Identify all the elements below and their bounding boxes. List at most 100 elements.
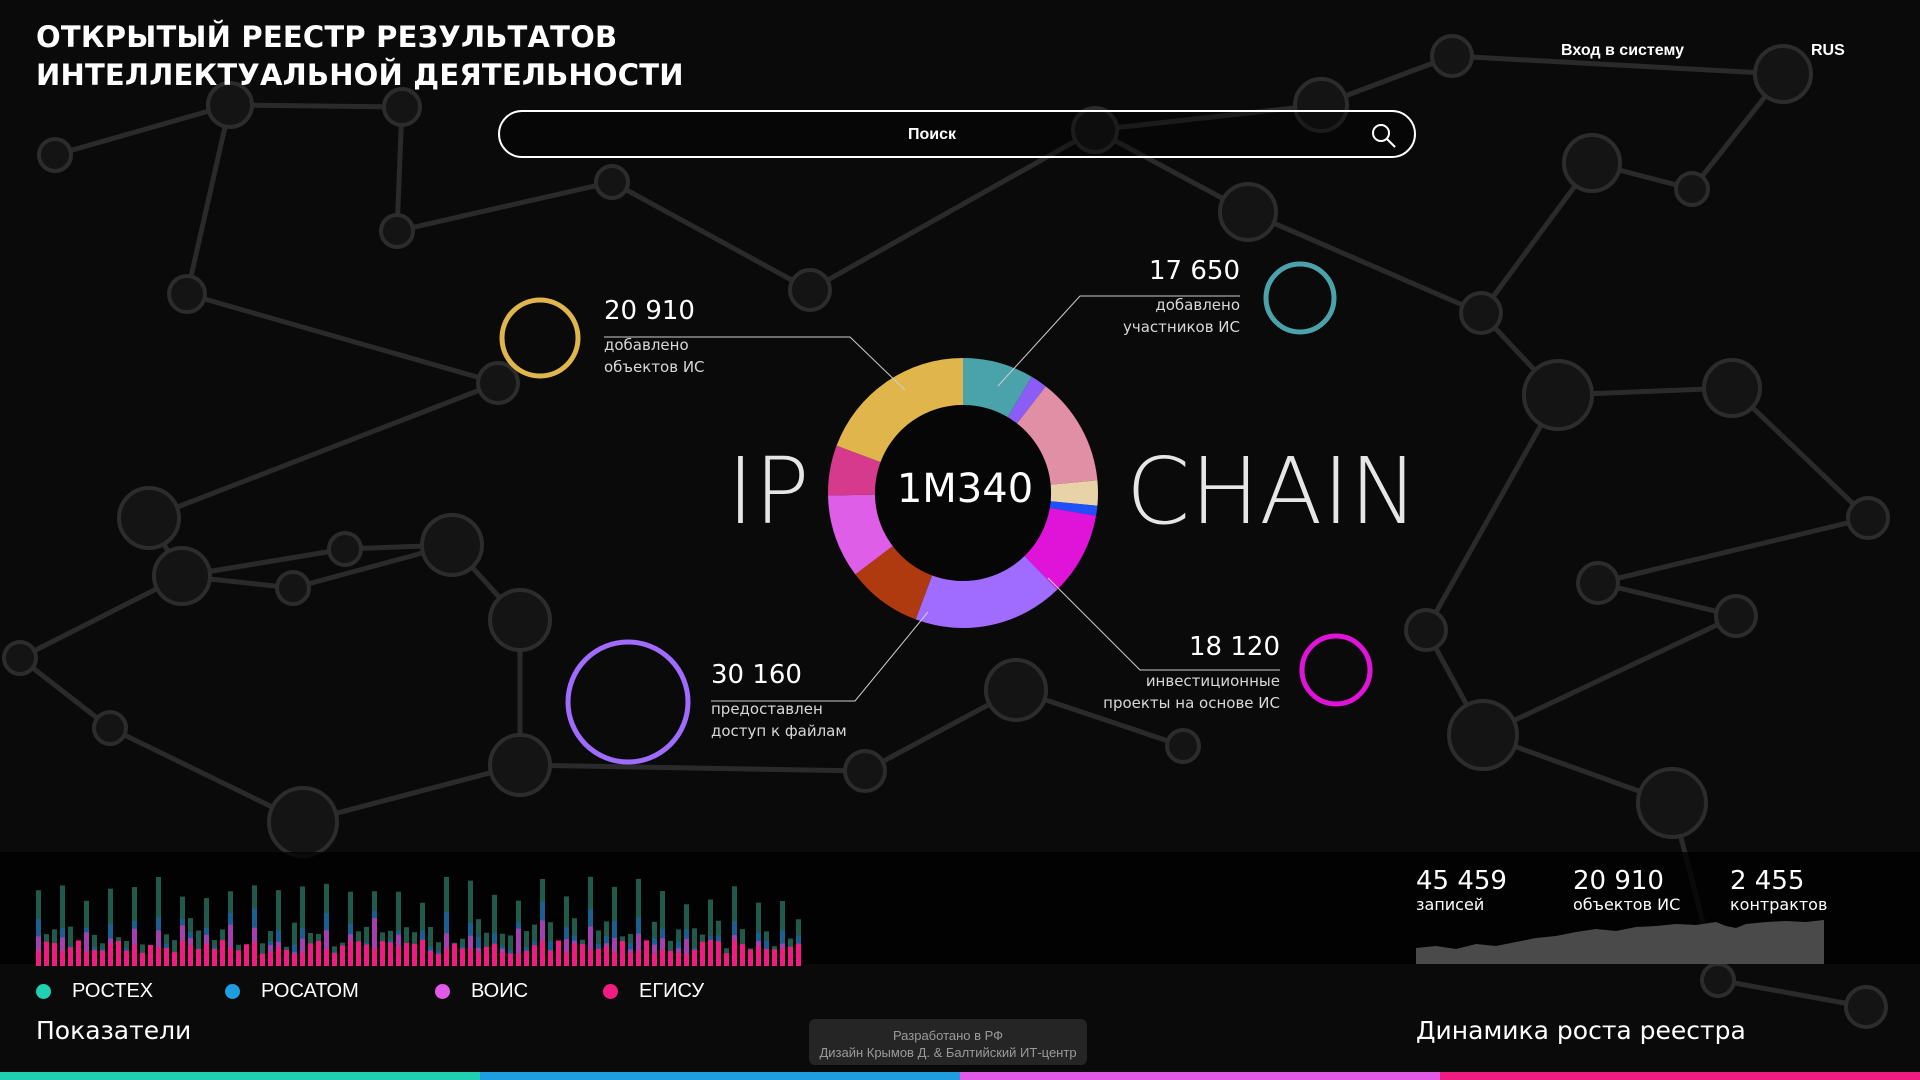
hero-word-ip: IP (727, 438, 810, 545)
network-node (92, 710, 128, 746)
network-node (1404, 608, 1448, 652)
donut-center-value: 1M340 (896, 466, 1034, 512)
network-edge (1597, 580, 1737, 619)
indicator-bar (724, 953, 729, 966)
indicator-bar (764, 949, 769, 966)
indicator-bar (172, 952, 177, 966)
language-switch[interactable]: RUS (1811, 42, 1845, 59)
indicator-bar (748, 949, 753, 966)
indicator-bar (196, 930, 201, 966)
network-node (2, 640, 38, 676)
network-node (382, 87, 422, 127)
network-edge (184, 104, 233, 295)
network-edge (1481, 613, 1738, 738)
indicator-bar (660, 891, 665, 966)
network-edge (148, 380, 499, 521)
indicator-bar (636, 933, 641, 966)
indicator-bar (100, 950, 105, 966)
network-edge (186, 291, 499, 386)
network-node (1846, 496, 1890, 540)
network-edge (1597, 515, 1869, 586)
stat-files-desc: предоставлен доступ к файлам (711, 700, 847, 740)
legend-item-rosatom: РОСАТОМ (225, 980, 359, 1003)
indicator-bar (68, 926, 73, 966)
indicator-bar (684, 953, 689, 966)
indicator-bar (196, 948, 201, 966)
indicator-bar (300, 952, 305, 966)
indicator-bar (108, 943, 113, 966)
indicator-bar (156, 947, 161, 966)
network-node (379, 213, 415, 249)
indicator-bar (500, 952, 505, 966)
indicator-bar (492, 894, 497, 966)
indicator-bar (796, 943, 801, 966)
donut-segment (836, 358, 963, 463)
indicator-bar (628, 952, 633, 966)
network-node (152, 546, 212, 606)
indicator-bar (644, 940, 649, 966)
indicator-bar (364, 944, 369, 966)
indicator-bar (340, 945, 345, 966)
stat-projects-desc: инвестиционные проекты на основе ИС (1103, 672, 1280, 712)
title-line-2: ИНТЕЛЛЕКТУАЛЬНОЙ ДЕЯТЕЛЬНОСТИ (36, 58, 684, 92)
donut-segment (1016, 386, 1098, 485)
indicator-bar (556, 940, 561, 966)
indicator-bar (540, 940, 545, 966)
indicator-bar (324, 948, 329, 966)
indicator-bar (68, 947, 73, 966)
network-edge (229, 102, 403, 110)
indicator-bar (292, 922, 297, 966)
indicators-bar-chart (36, 876, 801, 966)
metric-contracts-value: 2 455 (1730, 866, 1805, 896)
indicator-bar (244, 944, 249, 966)
indicator-bar (220, 940, 225, 966)
network-node (1447, 699, 1519, 771)
indicator-bar (532, 945, 537, 966)
indicator-bar (260, 953, 265, 966)
indicator-bar (124, 950, 129, 966)
donut-segment (1049, 501, 1098, 516)
indicator-bar (228, 947, 233, 966)
indicator-bar (436, 953, 441, 966)
stat-ring-files (565, 639, 691, 765)
credits-line-2: Дизайн Крымов Д. & Балтийский ИТ-центр (819, 1045, 1077, 1060)
search-icon[interactable] (1370, 122, 1398, 150)
network-node (117, 486, 181, 550)
indicator-bar (204, 943, 209, 966)
connector-objects (604, 336, 906, 391)
legend-label: РОСТЕХ (72, 980, 154, 1002)
indicators-heading: Показатели (36, 1016, 192, 1045)
indicator-bar (756, 946, 761, 966)
indicator-bar (212, 948, 217, 966)
indicator-bar (684, 938, 689, 966)
indicator-bar (44, 941, 49, 966)
indicator-bar (276, 947, 281, 966)
indicator-bar (92, 950, 97, 966)
stat-objects-value: 20 910 (604, 296, 695, 326)
network-edge (1451, 53, 1784, 77)
donut-segment (1007, 376, 1046, 424)
indicator-bar (60, 885, 65, 966)
network-node (206, 81, 254, 129)
network-node (1702, 358, 1762, 418)
login-link[interactable]: Вход в систему (1561, 42, 1684, 59)
network-node (594, 164, 630, 200)
indicator-bar (700, 941, 705, 966)
indicator-bar (692, 928, 697, 966)
donut-segment (915, 556, 1058, 628)
indicator-bar (420, 940, 425, 966)
legend-label: ЕГИСУ (639, 980, 705, 1002)
network-node (420, 513, 484, 577)
metric-records-label: записей (1416, 895, 1485, 914)
donut-segment (855, 546, 933, 620)
indicator-bar (636, 950, 641, 966)
indicator-bar (148, 944, 153, 966)
network-edge (1478, 161, 1595, 315)
legend-dot (435, 984, 450, 999)
indicator-bar (36, 950, 41, 966)
search-input[interactable] (520, 112, 1344, 158)
donut-hole (875, 405, 1051, 581)
title-line-1: ОТКРЫТЫЙ РЕЕСТР РЕЗУЛЬТАТОВ (36, 20, 618, 54)
stat-files: 30 160 предоставлен доступ к файлам (711, 660, 847, 742)
network-node (1430, 34, 1474, 78)
